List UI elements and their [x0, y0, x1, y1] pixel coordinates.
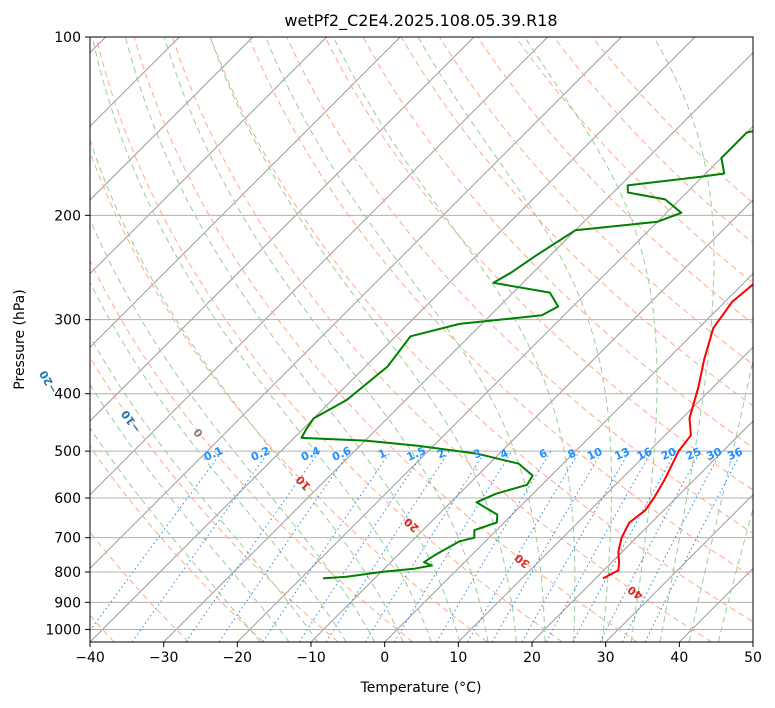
isotherm-line — [384, 272, 753, 642]
dry-adiabat-line — [171, 37, 712, 642]
dry-adiabat-line — [90, 259, 414, 642]
moist-adiabat-line — [90, 281, 347, 642]
y-tick-label: 500 — [54, 444, 81, 460]
moist-adiabat-line — [90, 217, 376, 642]
x-tick-label: −40 — [75, 650, 105, 666]
x-tick-label: −10 — [296, 650, 326, 666]
y-tick-label: 300 — [54, 313, 81, 329]
chart-title: wetPf2_C2E4.2025.108.05.39.R18 — [284, 11, 557, 31]
y-tick-label: 1000 — [45, 622, 81, 638]
y-tick-label: 200 — [54, 208, 81, 224]
mixing-ratio-label: 30 — [705, 445, 725, 463]
isotherm-line — [163, 51, 753, 642]
moist-adiabat-line — [91, 37, 432, 642]
moist-adiabat-line — [688, 358, 753, 642]
grid-layer — [90, 37, 753, 642]
mixing-ratio-line — [599, 450, 701, 642]
dry-adiabat-line — [515, 37, 753, 284]
moist-adiabat-line — [717, 506, 753, 642]
axis-layer: −40 −30 −20 −10 0 10 20 30 40 50 100 200 300 400 500 60… — [45, 30, 762, 666]
mixing-ratio-line — [185, 450, 320, 642]
dewpoint-profile-line — [300, 130, 753, 580]
mixing-ratio-line — [262, 450, 392, 642]
y-tick-label: 800 — [54, 565, 81, 581]
x-tick-label: −30 — [149, 650, 179, 666]
mixing-ratio-label: 13 — [613, 445, 632, 463]
x-tick-label: 20 — [523, 650, 541, 666]
moist-adiabat-line — [524, 37, 658, 642]
moist-adiabat-line — [163, 37, 489, 642]
moist-adiabat-line — [90, 335, 319, 642]
mixing-ratio-label: 20 — [659, 445, 679, 463]
mixing-ratio-line — [572, 450, 677, 642]
isotherm-line — [90, 37, 401, 349]
y-tick-label: 100 — [54, 30, 81, 46]
moist-adiabat-line — [125, 37, 461, 642]
isotherm-line — [605, 493, 753, 642]
series-layer — [300, 130, 753, 580]
x-tick-label: 40 — [670, 650, 688, 666]
dry-adiabat-line — [286, 37, 753, 534]
x-axis-label: Temperature (°C) — [360, 680, 482, 696]
isotherm-line — [90, 37, 475, 422]
moist-adiabat-line — [332, 37, 576, 642]
temperature-profile-line — [602, 283, 753, 580]
isotherm-line — [90, 37, 696, 642]
mixing-ratio-line — [467, 450, 580, 642]
mixing-ratio-line — [393, 450, 513, 642]
y-axis-label: Pressure (hPa) — [12, 289, 28, 389]
moist-adiabat-line — [417, 37, 612, 642]
y-tick-label: 900 — [54, 595, 81, 611]
y-tick-label: 400 — [54, 387, 81, 403]
isotherm-line — [90, 37, 328, 275]
mixing-ratio-label: 36 — [725, 445, 745, 463]
mixing-ratio-label: 25 — [684, 445, 703, 463]
mixing-ratio-label: 10 — [585, 445, 605, 463]
plot-frame — [89, 36, 754, 643]
dry-adiabat-line — [324, 37, 753, 491]
dry-adiabat-line — [95, 37, 563, 642]
mixing-ratio-line — [364, 450, 486, 642]
mixing-ratio-line — [435, 450, 552, 642]
y-tick-label: 700 — [54, 531, 81, 547]
mixing-ratio-line — [298, 450, 425, 642]
x-tick-label: −20 — [223, 650, 253, 666]
isotherm-line — [457, 346, 753, 642]
isotherm-line — [90, 37, 622, 570]
x-tick-label: 50 — [744, 650, 762, 666]
dry-adiabat-line — [248, 37, 753, 578]
mixing-ratio-line — [218, 450, 351, 642]
moist-adiabat-line — [653, 37, 715, 642]
isotherm-line — [531, 420, 753, 642]
y-tick-label: 600 — [54, 491, 81, 507]
x-tick-label: 30 — [597, 650, 615, 666]
dry-adiabat-line — [90, 445, 264, 642]
x-tick-label: 0 — [380, 650, 389, 666]
moist-adiabat-line — [209, 37, 517, 642]
isotherm-line — [90, 37, 254, 201]
mixing-ratio-label: 16 — [635, 445, 655, 463]
x-tick-label: 10 — [449, 650, 467, 666]
moist-adiabat-line — [265, 37, 546, 642]
dry-adiabat-line — [210, 37, 753, 623]
mixing-ratio-line — [325, 450, 450, 642]
moist-adiabat-line — [90, 427, 261, 642]
moist-adiabat-line — [90, 383, 290, 642]
isotherm-line — [90, 37, 549, 496]
